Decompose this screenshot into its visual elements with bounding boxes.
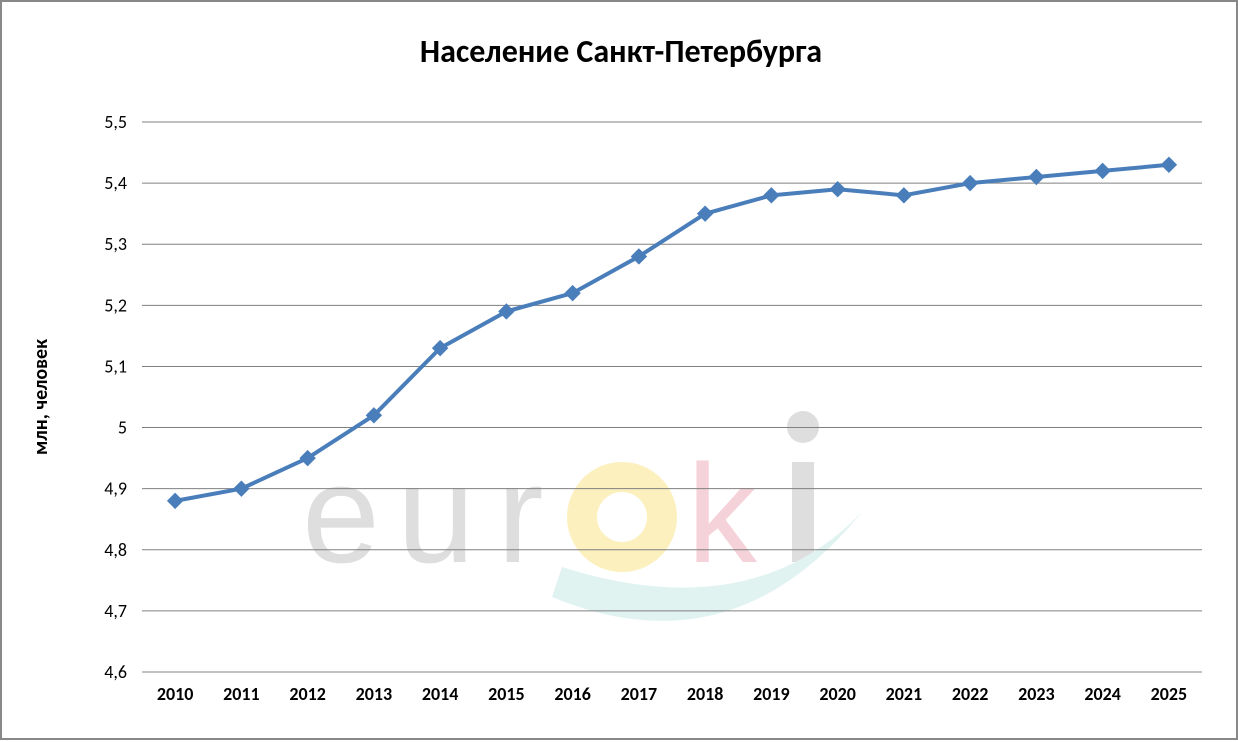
x-tick-label: 2025 [1151,683,1188,705]
y-tick-label: 5,4 [104,172,127,194]
x-tick-label: 2016 [554,683,591,705]
series-marker [499,304,514,319]
chart-container: eurk Население Санкт-Петербурга 4,6 4,7 4,8 4… [0,0,1238,740]
y-tick-label: 5,5 [104,111,127,133]
x-tick-label: 2017 [621,683,658,705]
series-marker [1095,163,1110,178]
x-tick-label: 2024 [1084,683,1121,705]
x-tick-label: 2012 [289,683,326,705]
x-tick-label: 2020 [819,683,856,705]
y-axis-label: млн, человек [29,339,53,455]
series-marker [1029,170,1044,185]
y-tick-label: 4,6 [104,661,127,683]
x-tick-label: 2018 [687,683,724,705]
series-marker [1161,157,1176,172]
x-tick-label: 2022 [952,683,989,705]
x-tick-label: 2014 [422,683,459,705]
svg-text:u: u [397,435,475,592]
x-tick-label: 2021 [886,683,923,705]
y-tick-label: 4,9 [104,478,127,500]
watermark: eurk [302,411,862,621]
x-tick-label: 2015 [488,683,525,705]
svg-text:k: k [687,435,758,592]
x-tick-label: 2023 [1018,683,1055,705]
x-tick-label: 2013 [356,683,393,705]
y-tick-label: 4,8 [104,539,127,561]
y-tick-label: 5 [118,417,127,439]
y-tick-label: 5,3 [104,233,127,255]
y-tick-label: 4,7 [104,600,127,622]
y-tick-label: 5,2 [104,294,127,316]
series-marker [896,188,911,203]
series-marker [168,493,183,508]
series-marker [764,188,779,203]
x-tick-label: 2011 [223,683,260,705]
series-marker [830,182,845,197]
chart-svg: eurk Население Санкт-Петербурга 4,6 4,7 4,8 4… [2,2,1238,742]
x-tick-label: 2019 [753,683,790,705]
series-marker [565,286,580,301]
y-tick-label: 5,1 [104,355,127,377]
x-tick-label: 2010 [157,683,194,705]
chart-title: Население Санкт-Петербурга [420,32,822,71]
series-marker [234,481,249,496]
series-marker [963,176,978,191]
svg-text:r: r [497,435,544,592]
